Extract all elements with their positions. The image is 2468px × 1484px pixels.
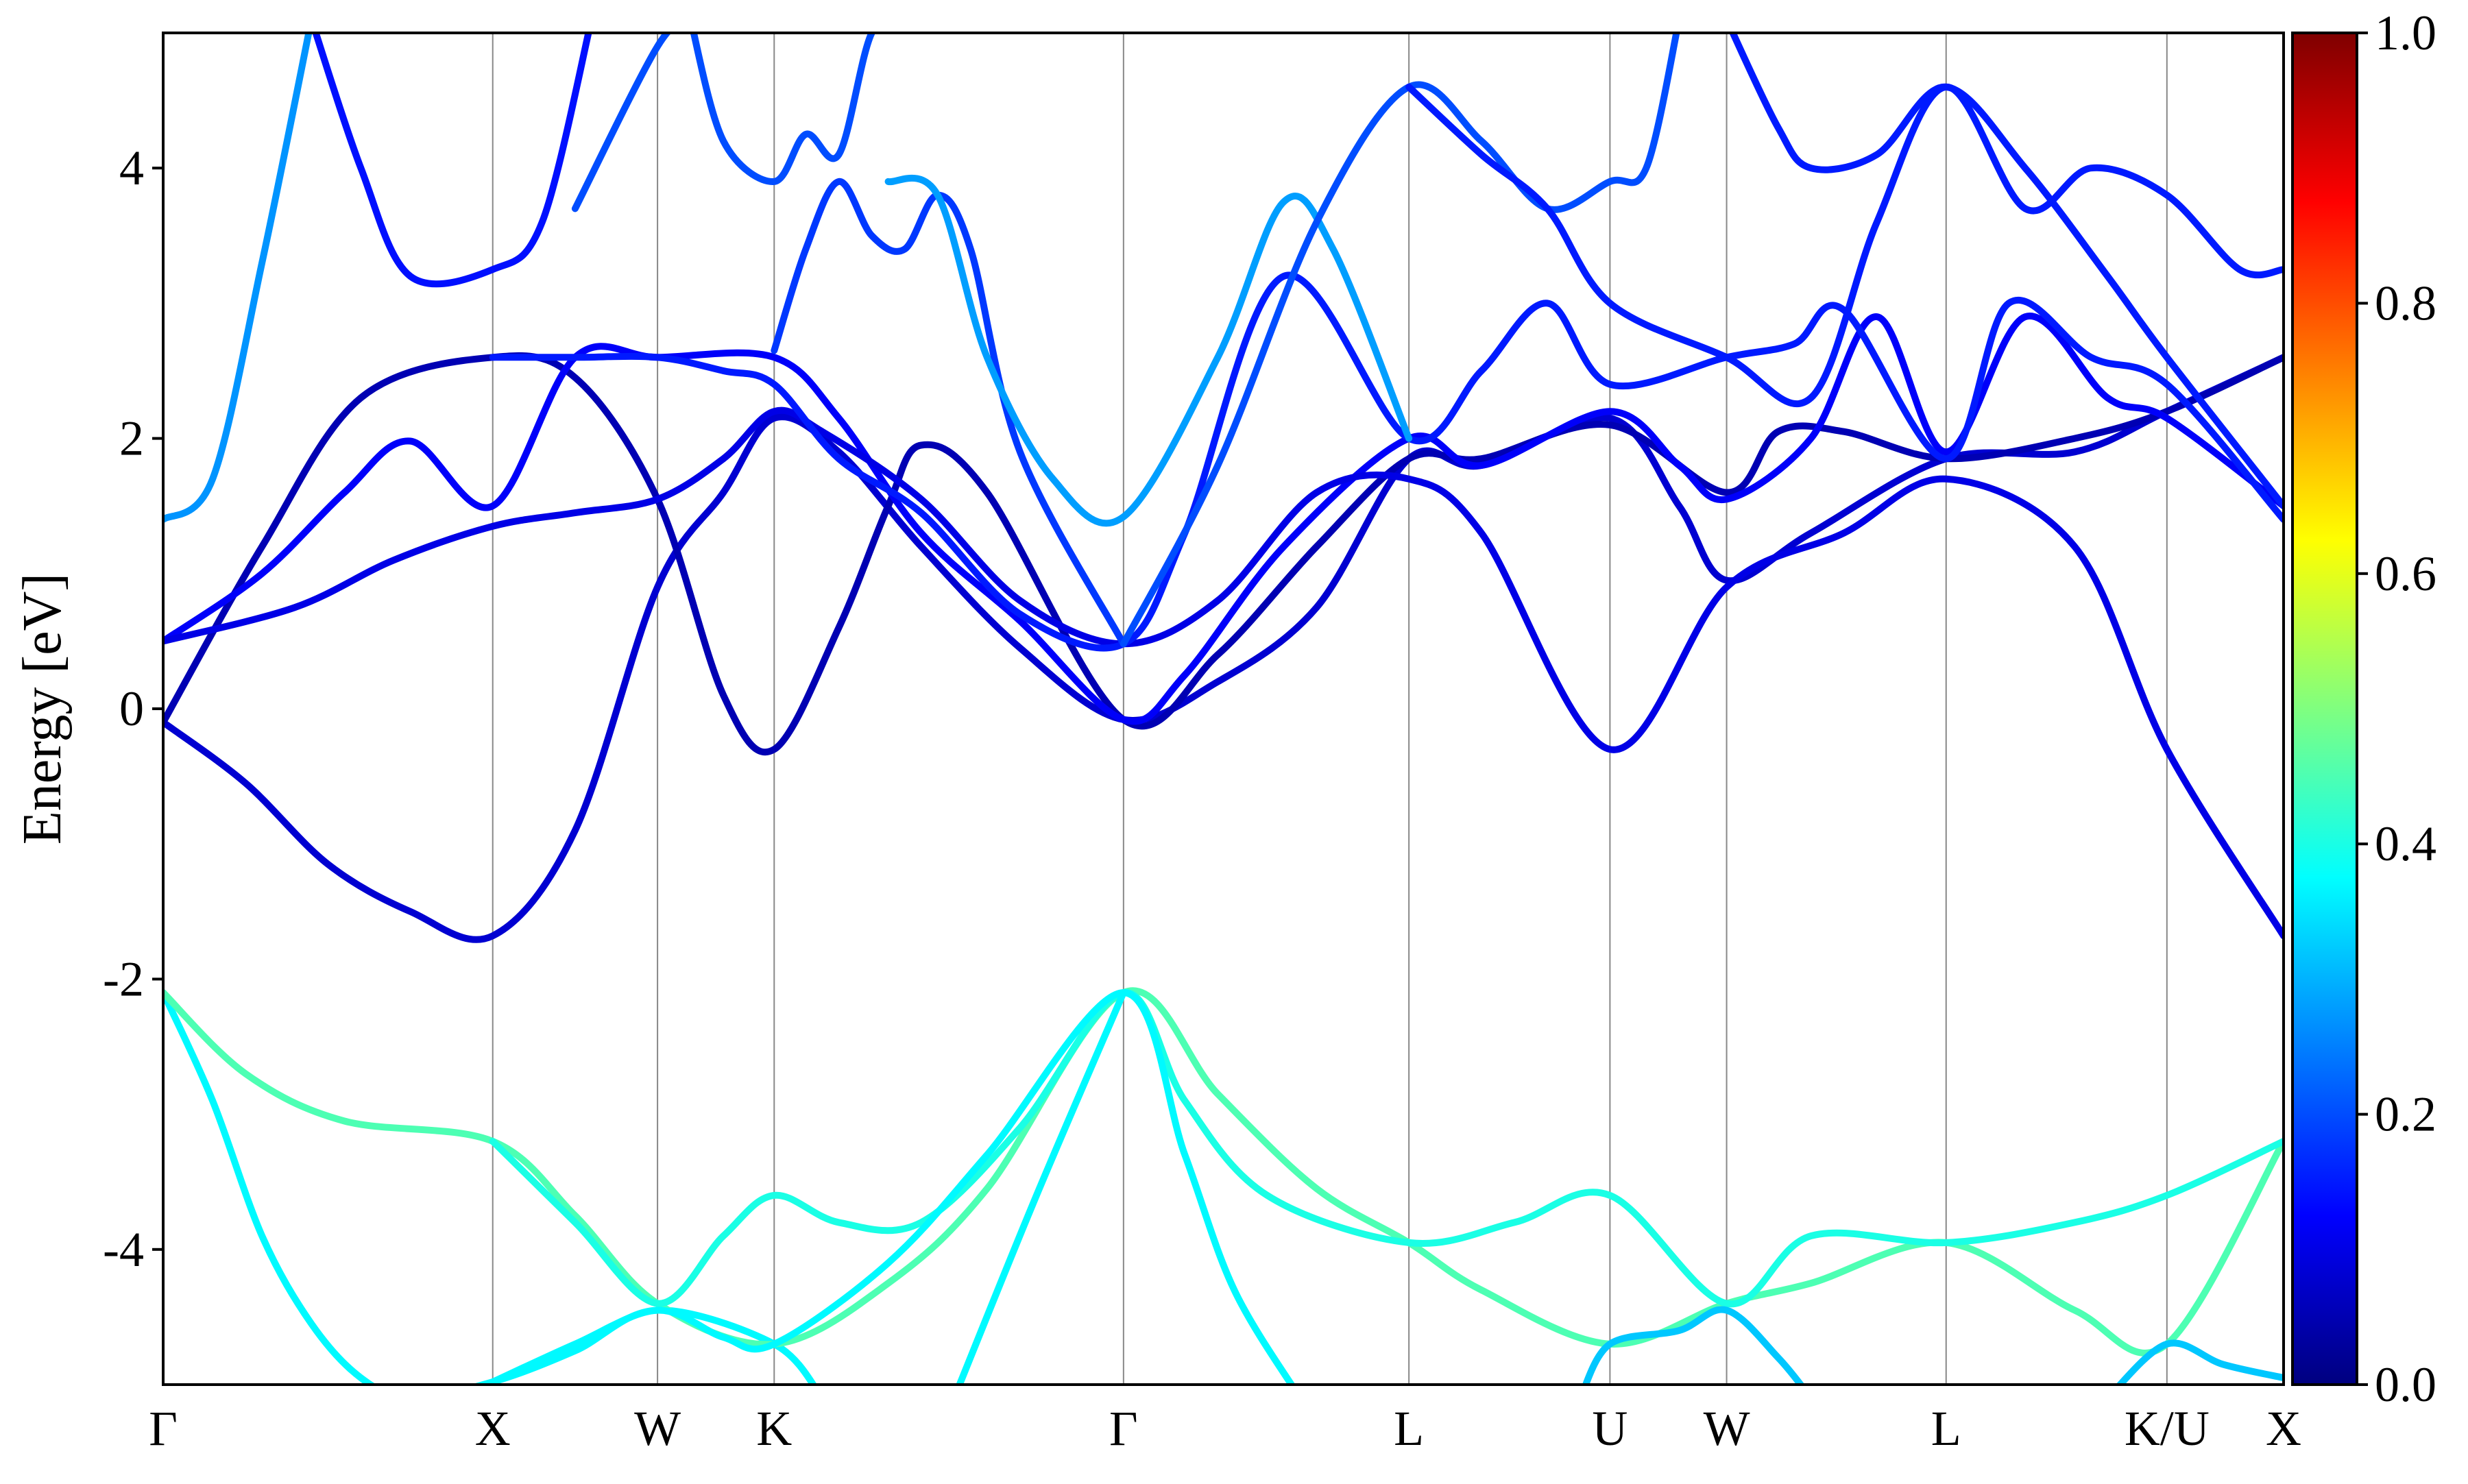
band-line	[571, 33, 672, 212]
x-tick-label: W	[634, 1401, 681, 1456]
y-tick-label: 4	[119, 141, 144, 195]
colorbar-tick-label: 0.8	[2375, 276, 2436, 330]
band-line	[1405, 83, 2284, 407]
band-line	[312, 33, 592, 288]
bands-layer	[163, 33, 2284, 1385]
x-tick-label: L	[1394, 1401, 1424, 1456]
band-line	[1120, 33, 1680, 648]
plot-frame	[162, 32, 2285, 1386]
band-line	[163, 33, 313, 523]
axis-layer: Γ X W K Γ L U W L K/U X -4 -2 0 2 4	[103, 141, 2301, 1456]
x-tick-label: Γ	[149, 1401, 178, 1456]
colorbar-tick-label: 0.4	[2375, 816, 2436, 871]
colorbar	[2291, 32, 2358, 1386]
grid-layer	[492, 33, 2168, 1385]
x-tick-label: U	[1592, 1401, 1628, 1456]
band-line	[163, 406, 2284, 940]
band-line	[163, 987, 2284, 1357]
band-line	[163, 989, 818, 1385]
band-line	[884, 174, 1413, 527]
x-tick-label: K/U	[2125, 1401, 2210, 1456]
y-tick-label: -2	[103, 951, 144, 1006]
colorbar-tick-label: 0.6	[2375, 546, 2436, 601]
colorbar-tick-label: 1.0	[2375, 5, 2436, 60]
x-tick-label: K	[756, 1401, 792, 1456]
x-tick-label: L	[1931, 1401, 1961, 1456]
x-tick-label: Γ	[1109, 1401, 1138, 1456]
band-line	[690, 33, 876, 185]
band-line	[771, 178, 1127, 648]
x-tick-label: X	[2266, 1401, 2301, 1456]
band-line	[1582, 1306, 1805, 1385]
colorbar-tick-label: 0.0	[2375, 1357, 2436, 1412]
colorbar-ticks: 0.0 0.2 0.4 0.6 0.8 1.0	[2357, 5, 2436, 1412]
band-line	[489, 989, 2284, 1308]
band-line	[489, 989, 1296, 1385]
x-tick-label: W	[1704, 1401, 1750, 1456]
y-tick-label: 2	[119, 411, 144, 466]
band-line	[163, 313, 2284, 725]
y-tick-label: -4	[103, 1222, 144, 1277]
y-tick-label: 0	[119, 681, 144, 736]
band-line	[2115, 1339, 2284, 1385]
x-tick-label: X	[475, 1401, 511, 1456]
colorbar-tick-label: 0.2	[2375, 1087, 2436, 1142]
band-line	[956, 989, 1127, 1385]
y-axis-label: Energy [eV]	[12, 573, 73, 844]
band-line	[1729, 33, 2284, 510]
band-line	[489, 271, 2284, 652]
